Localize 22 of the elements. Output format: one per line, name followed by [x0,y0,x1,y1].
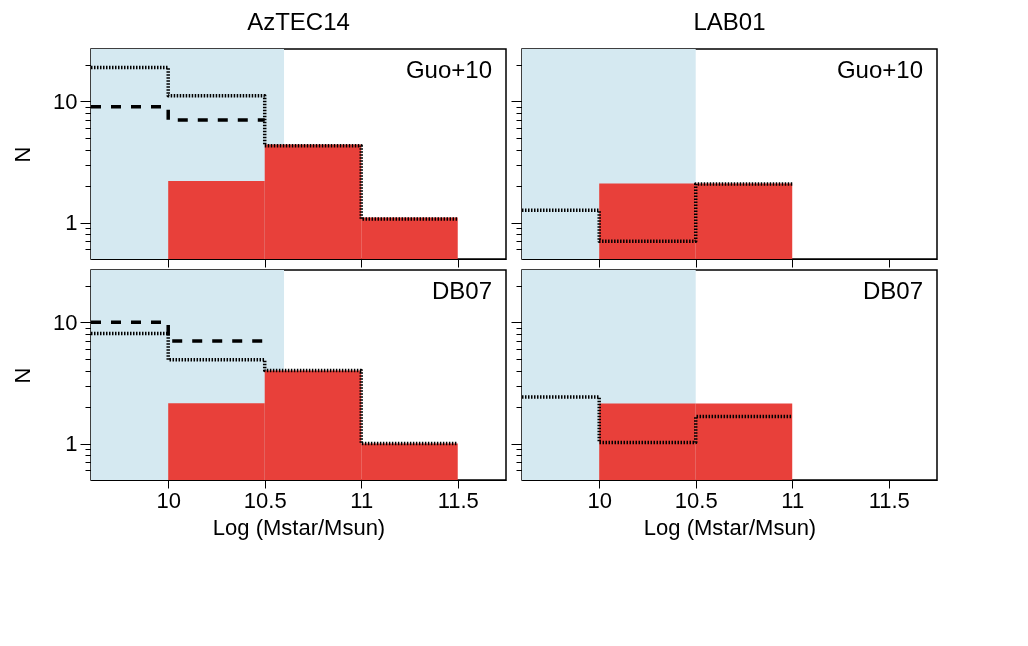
y-axis-title: N [10,146,36,163]
x-tick-label: 11 [350,487,374,513]
x-axis-title: Log (Mstar/Msun) [643,514,817,540]
x-tick-label: 11 [781,487,805,513]
x-tick-label: 11.5 [868,487,910,513]
annotation: Guo+10 [405,56,492,83]
y-tick-label: 10 [53,309,78,335]
x-axis-title: Log (Mstar/Msun) [212,514,386,540]
y-axis-title: N [10,367,36,384]
chart-title: LAB01 [693,8,766,35]
annotation: DB07 [862,277,923,304]
x-tick-label: 11.5 [437,487,479,513]
y-tick-label: 1 [65,210,78,236]
x-tick-label: 10 [587,487,612,513]
x-tick-label: 10 [156,487,181,513]
y-tick-label: 1 [65,431,78,457]
annotation: Guo+10 [836,56,923,83]
x-tick-label: 10.5 [243,487,287,513]
x-tick-label: 10.5 [674,487,718,513]
annotation: DB07 [431,277,492,304]
y-tick-label: 10 [53,88,78,114]
chart-title: AzTEC14 [247,8,350,35]
